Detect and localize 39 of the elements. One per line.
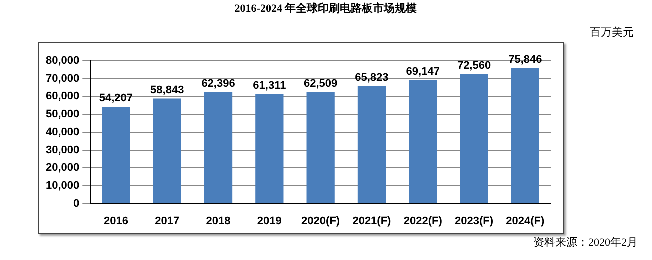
data-label: 72,560 <box>457 60 492 72</box>
data-label: 62,509 <box>304 78 338 90</box>
data-label: 69,147 <box>406 66 440 78</box>
x-tick-label: 2024(F) <box>506 215 546 228</box>
x-tick-label: 2017 <box>155 215 180 228</box>
x-tick-label: 2021(F) <box>352 215 392 228</box>
x-tick-label: 2018 <box>206 215 231 228</box>
y-tick-label: 50,000 <box>46 108 80 121</box>
bar <box>306 92 335 204</box>
bar <box>102 107 130 204</box>
data-label: 54,207 <box>99 92 134 105</box>
y-axis-title: 百万美元 <box>590 26 634 40</box>
y-tick-label: 30,000 <box>46 144 80 156</box>
data-label: 65,823 <box>355 72 389 84</box>
bar <box>409 80 438 204</box>
data-label: 62,396 <box>202 78 236 90</box>
chart-title: 2016-2024 年全球印刷电路板市场规模 <box>234 2 418 16</box>
y-tick-label: 20,000 <box>46 162 80 174</box>
x-tick-label: 2020(F) <box>302 215 340 228</box>
x-tick-label: 2016 <box>104 215 128 228</box>
bar <box>511 68 540 204</box>
bar <box>256 94 284 204</box>
bar <box>204 92 233 204</box>
y-tick-label: 60,000 <box>46 90 80 103</box>
y-tick-label: 40,000 <box>46 126 80 138</box>
bar <box>153 98 182 204</box>
x-tick-label: 2023(F) <box>455 215 494 228</box>
text: 资料来源：2020年2月 <box>534 236 638 250</box>
x-tick-label: 2019 <box>257 215 282 228</box>
y-tick-label: 10,000 <box>46 180 80 192</box>
y-tick-label: 70,000 <box>46 72 80 85</box>
data-label: 58,843 <box>150 84 184 96</box>
y-tick-label: 80,000 <box>46 55 80 68</box>
data-label: 61,311 <box>253 80 286 92</box>
y-tick-label: 0 <box>74 198 80 210</box>
bar <box>460 74 488 204</box>
x-tick-label: 2022(F) <box>404 215 443 228</box>
bar <box>358 86 386 204</box>
data-label: 75,846 <box>508 54 542 66</box>
